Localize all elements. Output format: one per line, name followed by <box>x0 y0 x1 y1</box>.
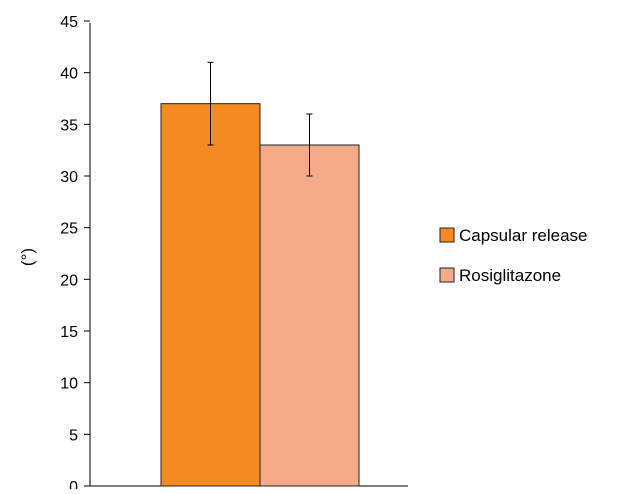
y-ticks: 0 5 10 15 20 25 30 35 40 45 <box>60 14 90 494</box>
y-tick-label: 10 <box>60 376 78 393</box>
y-axis-label: (°) <box>18 248 37 266</box>
legend-label: Rosiglitazone <box>459 266 561 285</box>
bar-capsular-release <box>160 103 261 487</box>
y-tick-label: 35 <box>60 117 78 134</box>
legend-swatch <box>439 267 455 283</box>
bars <box>160 103 360 487</box>
y-tick-label: 40 <box>60 66 78 83</box>
y-tick-label: 5 <box>69 427 78 444</box>
y-tick-label: 20 <box>60 272 78 289</box>
y-tick-label: 0 <box>69 479 78 489</box>
y-tick-label: 45 <box>60 14 78 31</box>
error-bars <box>207 61 313 177</box>
legend-swatch <box>439 227 455 243</box>
y-tick-label: 15 <box>60 324 78 341</box>
y-tick-label: 30 <box>60 169 78 186</box>
legend-label: Capsular release <box>459 226 588 245</box>
legend: Capsular release Rosiglitazone <box>439 226 588 285</box>
bar-rosiglitazone <box>259 144 360 487</box>
y-tick-label: 25 <box>60 221 78 238</box>
